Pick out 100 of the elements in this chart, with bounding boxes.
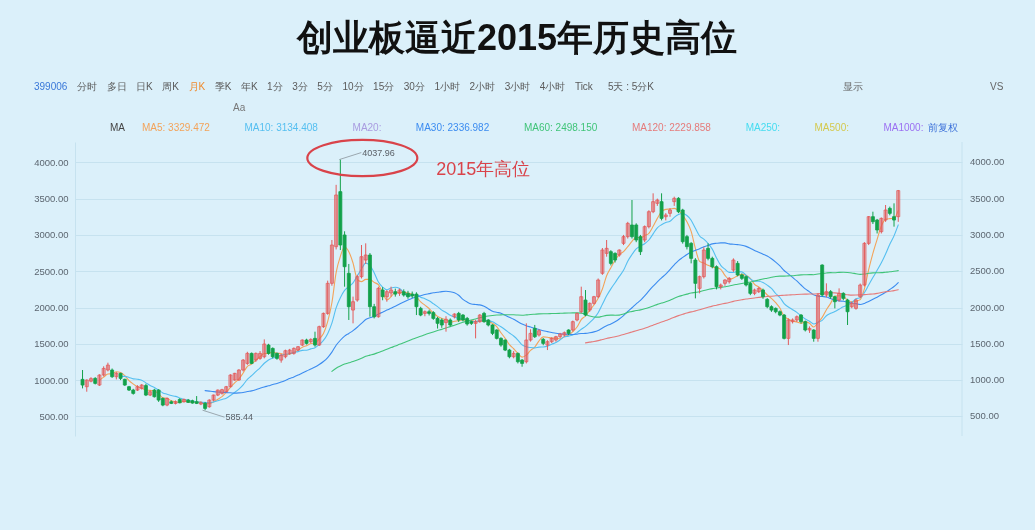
candlestick: [245, 351, 250, 366]
text: 4小时: [539, 81, 566, 92]
candlestick: [114, 371, 119, 380]
y2-tick-label: 500.00: [970, 410, 1000, 422]
candlestick: [655, 198, 660, 207]
y2-tick-label: 3000.00: [970, 228, 1005, 240]
candlestick: [258, 350, 262, 361]
candlestick: [351, 296, 355, 324]
text: 多日: [106, 81, 127, 92]
candlestick: [879, 217, 884, 234]
candlestick: [579, 286, 584, 314]
candlestick: [862, 241, 867, 287]
candlestick: [625, 221, 630, 240]
y-tick-label: 3500.00: [34, 193, 69, 205]
text: MA120: 2229.858: [631, 122, 712, 133]
candlestick: [511, 350, 516, 359]
y2-tick-label: 3500.00: [970, 192, 1005, 204]
y-tick-label: 1000.00: [34, 374, 69, 386]
candlestick: [528, 328, 533, 343]
text: 5分: [317, 81, 333, 92]
text: VS: [990, 81, 1004, 92]
text: 季K: [214, 81, 232, 92]
legend-label: MA20:: [352, 122, 382, 133]
candlestick: [198, 401, 203, 406]
candlestick: [570, 320, 575, 332]
candlestick: [279, 353, 284, 364]
line-series: [584, 289, 899, 344]
candlestick: [241, 358, 246, 372]
candlestick: [414, 291, 419, 316]
candlestick: [723, 278, 727, 287]
legend-label: MA1000:: [883, 122, 924, 133]
candlestick: [97, 373, 102, 387]
y-tick-label: 2500.00: [34, 265, 69, 277]
y-tick-label: 1500.00: [34, 338, 69, 350]
candlestick: [896, 189, 901, 223]
candlestick: [600, 247, 605, 276]
candlestick: [537, 328, 541, 338]
candlestick: [659, 192, 664, 221]
candlestick: [325, 280, 330, 316]
legend-label: MA250:: [745, 122, 781, 133]
candlestick: [135, 384, 140, 392]
candlestick: [575, 312, 579, 322]
y2-tick-label: 2500.00: [970, 265, 1005, 277]
y-tick-label: 500.00: [39, 410, 69, 422]
text: 年K: [240, 81, 258, 92]
text: 分时: [77, 81, 98, 92]
candlestick: [794, 315, 799, 323]
candlestick: [524, 322, 529, 364]
text: Tick: [574, 81, 594, 92]
candlestick: [596, 277, 601, 299]
annotation: 4037.96: [362, 147, 395, 158]
text: MA10: 3134.408: [244, 122, 319, 133]
candlestick: [317, 325, 322, 347]
candlestick: [389, 286, 393, 298]
candlestick: [296, 345, 300, 352]
candlestick: [237, 368, 241, 382]
y2-tick-label: 1500.00: [970, 337, 1005, 349]
text: 399006: [34, 81, 68, 92]
y2-tick-label: 4000.00: [970, 156, 1005, 168]
candlestick: [816, 293, 820, 343]
candlestick: [672, 196, 677, 207]
candlestick: [355, 274, 360, 303]
candlestick: [646, 209, 651, 229]
candlestick: [866, 215, 871, 246]
text: 周K: [162, 81, 180, 92]
candlestick: [422, 309, 427, 317]
candlestick: [376, 286, 381, 319]
text: 1分: [267, 81, 283, 92]
candlestick: [228, 373, 233, 388]
text: 3小时: [504, 81, 531, 92]
candlestick: [701, 246, 706, 279]
text: 10分: [342, 81, 364, 92]
candlestick: [397, 288, 402, 297]
chart-title: 创业板逼近2015年历史高位: [295, 17, 738, 58]
candlestick: [330, 239, 334, 287]
candlestick: [334, 184, 339, 250]
text: MA60: 2498.150: [523, 122, 598, 133]
candlestick: [731, 257, 736, 273]
candlestick: [883, 204, 888, 223]
candlestick: [642, 224, 647, 243]
candlestick: [89, 376, 93, 383]
text: MA30: 2336.982: [415, 122, 490, 133]
candlestick: [824, 282, 829, 298]
candlestick: [232, 372, 237, 382]
candlestick: [554, 335, 558, 343]
candlestick: [663, 212, 668, 221]
text: MA: [110, 122, 126, 133]
candlestick: [562, 330, 567, 338]
candlestick: [892, 202, 896, 228]
candlestick: [406, 290, 410, 300]
candlestick: [858, 283, 863, 299]
candlestick: [291, 346, 296, 356]
annotation: 2015年高位: [436, 158, 531, 179]
candlestick: [782, 313, 787, 340]
text: MA5: 3329.472: [142, 122, 211, 133]
candlestick: [452, 312, 457, 319]
y2-tick-label: 2000.00: [970, 301, 1005, 313]
candlestick: [359, 244, 364, 279]
candlestick: [807, 325, 812, 334]
candlestick: [790, 317, 795, 324]
